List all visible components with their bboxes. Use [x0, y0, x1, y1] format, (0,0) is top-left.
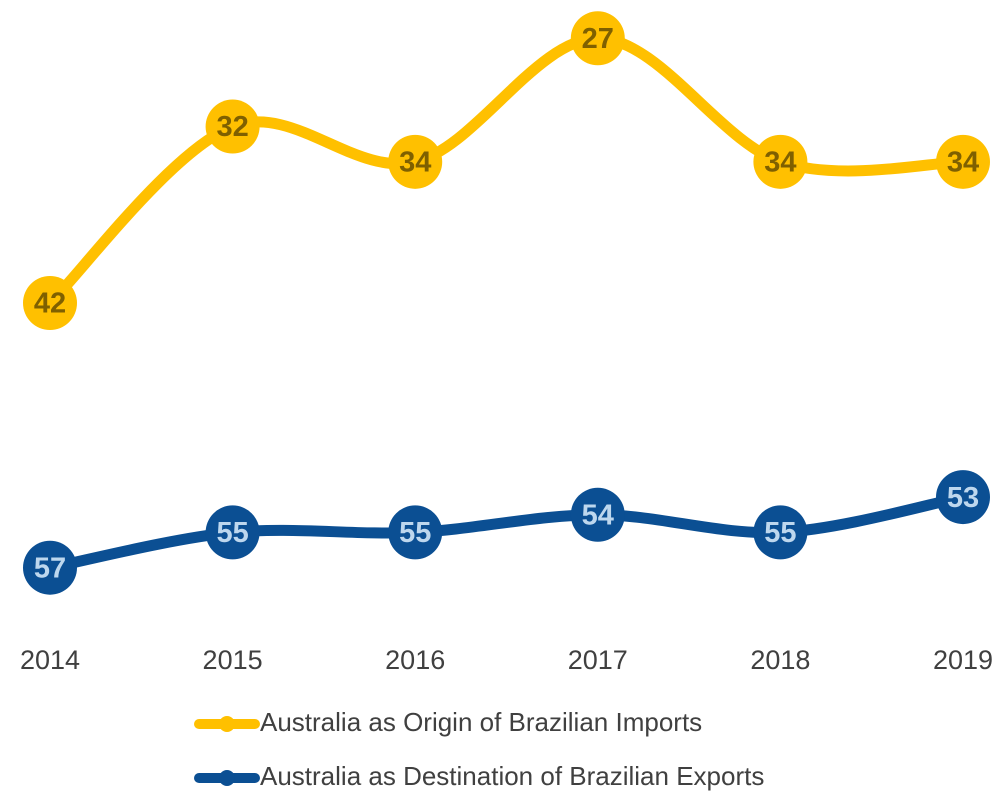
marker	[388, 134, 443, 189]
data-label: 27	[582, 23, 614, 55]
data-label: 42	[34, 288, 66, 320]
marker	[936, 470, 990, 525]
marker	[388, 505, 443, 560]
data-label: 34	[399, 146, 431, 178]
marker	[23, 276, 77, 330]
marker	[205, 505, 260, 560]
series-line	[44, 491, 969, 574]
data-label: 32	[216, 111, 248, 143]
data-label: 53	[947, 482, 979, 514]
legend-marker	[219, 716, 235, 732]
x-tick-label: 2016	[385, 645, 445, 675]
marker	[570, 487, 625, 542]
data-label: 54	[582, 499, 614, 531]
marker	[570, 11, 625, 66]
x-tick-label: 2014	[20, 645, 80, 675]
marker	[23, 540, 77, 595]
marker	[753, 505, 808, 560]
data-label: 34	[764, 146, 796, 178]
data-label: 55	[764, 517, 796, 549]
legend-marker	[219, 770, 235, 786]
data-label: 55	[216, 517, 248, 549]
x-tick-label: 2018	[750, 645, 810, 675]
marker	[936, 134, 990, 189]
data-label: 34	[947, 146, 979, 178]
x-tick-label: 2019	[933, 645, 993, 675]
data-label: 55	[399, 517, 431, 549]
legend-label: Australia as Origin of Brazilian Imports	[260, 707, 702, 737]
legend-label: Australia as Destination of Brazilian Ex…	[260, 761, 764, 791]
x-tick-label: 2017	[568, 645, 628, 675]
series-line	[44, 32, 969, 309]
data-label: 57	[34, 552, 66, 584]
marker	[753, 134, 808, 189]
x-tick-label: 2015	[203, 645, 263, 675]
marker	[205, 99, 260, 154]
